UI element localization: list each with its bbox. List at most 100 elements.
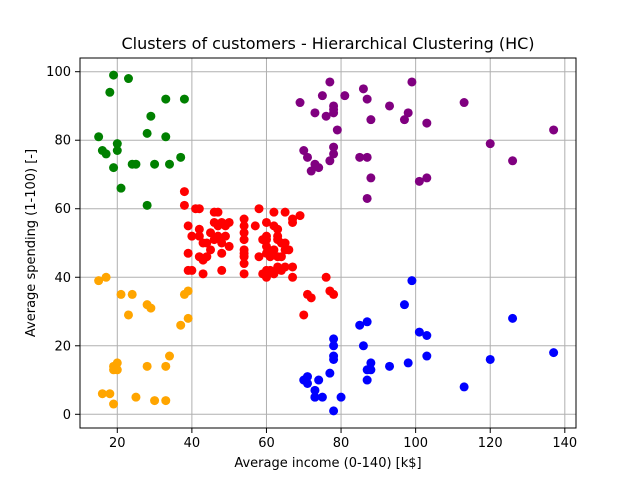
cluster-1-point	[265, 252, 275, 262]
cluster-3-point	[485, 139, 495, 149]
cluster-2-point	[355, 320, 365, 330]
cluster-2-point	[422, 331, 432, 340]
cluster-5-point	[109, 399, 119, 409]
cluster-4-point	[105, 87, 115, 97]
cluster-5-point	[161, 396, 171, 406]
cluster-2-point	[317, 392, 327, 402]
cluster-1-point	[261, 272, 271, 282]
cluster-2-point	[399, 300, 409, 310]
cluster-1-point	[217, 238, 227, 248]
cluster-1-point	[284, 245, 294, 255]
cluster-4-point	[176, 152, 186, 162]
cluster-1-point	[213, 207, 223, 217]
cluster-1-point	[194, 224, 204, 234]
cluster-1-point	[280, 238, 290, 248]
cluster-1-point	[183, 248, 193, 258]
cluster-1-point	[239, 252, 249, 262]
cluster-1-point	[239, 245, 249, 255]
y-axis-label: Average spending (1-100) [-]	[24, 149, 39, 337]
cluster-2-point	[302, 372, 312, 382]
cluster-3-point	[362, 94, 372, 104]
cluster-1-point	[224, 241, 234, 251]
cluster-5-point	[161, 361, 171, 371]
cluster-3-point	[325, 77, 335, 87]
cluster-3-point	[422, 118, 432, 128]
cluster-5-point	[150, 396, 160, 406]
cluster-3-point	[355, 152, 365, 162]
cluster-2-point	[459, 382, 469, 392]
cluster-4-point	[142, 128, 152, 138]
cluster-3-point	[366, 173, 376, 183]
cluster-3-point	[366, 115, 376, 125]
cluster-2-point	[362, 317, 372, 327]
cluster-1-point	[261, 217, 271, 227]
cluster-4-point	[112, 139, 122, 149]
cluster-2-point	[422, 351, 432, 361]
cluster-1-point	[288, 262, 298, 272]
y-tick-label: 20	[54, 339, 71, 354]
cluster-3-point	[362, 152, 372, 162]
cluster-4-point	[142, 200, 152, 210]
y-tick-label: 80	[54, 134, 71, 149]
cluster-5-point	[127, 289, 137, 299]
cluster-2-point	[508, 313, 518, 323]
y-tick-label: 40	[54, 271, 71, 286]
x-tick-label: 80	[333, 436, 350, 451]
cluster-1-point	[269, 245, 279, 255]
cluster-4-point	[109, 70, 119, 80]
y-tick-label: 60	[54, 202, 71, 217]
cluster-1-point	[183, 221, 193, 231]
cluster-2-point	[358, 341, 368, 351]
plot-frame	[79, 57, 577, 429]
cluster-3-point	[302, 152, 312, 162]
cluster-2-point	[310, 392, 320, 402]
x-tick-label: 140	[552, 436, 577, 451]
cluster-1-point	[269, 207, 279, 217]
x-axis-label: Average income (0-140) [k$]	[234, 456, 421, 471]
data-points	[94, 70, 559, 416]
axis-ticks: 20 40 60 80 100 120 140 0 20 40 60 80 100	[46, 65, 577, 451]
cluster-1-point	[187, 231, 197, 241]
x-tick-label: 120	[478, 436, 503, 451]
cluster-5-point	[101, 272, 111, 282]
cluster-4-point	[109, 163, 119, 173]
cluster-1-point	[239, 235, 249, 245]
cluster-1-point	[254, 252, 264, 262]
cluster-3-point	[362, 193, 372, 203]
cluster-4-point	[123, 74, 133, 84]
cluster-1-point	[239, 228, 249, 238]
cluster-1-point	[179, 187, 189, 197]
cluster-4-point	[165, 159, 175, 169]
y-tick-label: 100	[46, 65, 71, 80]
cluster-1-point	[239, 214, 249, 224]
cluster-1-point	[261, 241, 271, 251]
cluster-1-point	[239, 259, 249, 269]
cluster-5-point	[176, 320, 186, 330]
cluster-5-point	[116, 289, 126, 299]
cluster-2-point	[302, 378, 312, 388]
x-tick-label: 20	[109, 436, 126, 451]
cluster-1-point	[239, 221, 249, 231]
cluster-1-point	[299, 310, 309, 320]
cluster-5-point	[183, 286, 193, 296]
cluster-3-point	[508, 156, 518, 166]
cluster-1-point	[202, 238, 212, 248]
cluster-1-point	[280, 262, 290, 272]
cluster-2-point	[329, 406, 339, 416]
cluster-5-point	[142, 361, 152, 371]
cluster-1-point	[250, 221, 260, 231]
cluster-5-point	[112, 365, 122, 375]
cluster-4-point	[116, 183, 126, 193]
cluster-2-point	[310, 385, 320, 395]
cluster-3-point	[422, 173, 432, 183]
cluster-1-point	[194, 204, 204, 214]
cluster-3-point	[329, 142, 339, 152]
cluster-4-point	[150, 159, 160, 169]
cluster-5-point	[112, 358, 122, 368]
cluster-2-point	[366, 365, 376, 375]
cluster-1-point	[273, 224, 283, 234]
cluster-1-point	[202, 252, 212, 262]
cluster-1-point	[213, 231, 223, 241]
cluster-1-point	[329, 289, 339, 299]
